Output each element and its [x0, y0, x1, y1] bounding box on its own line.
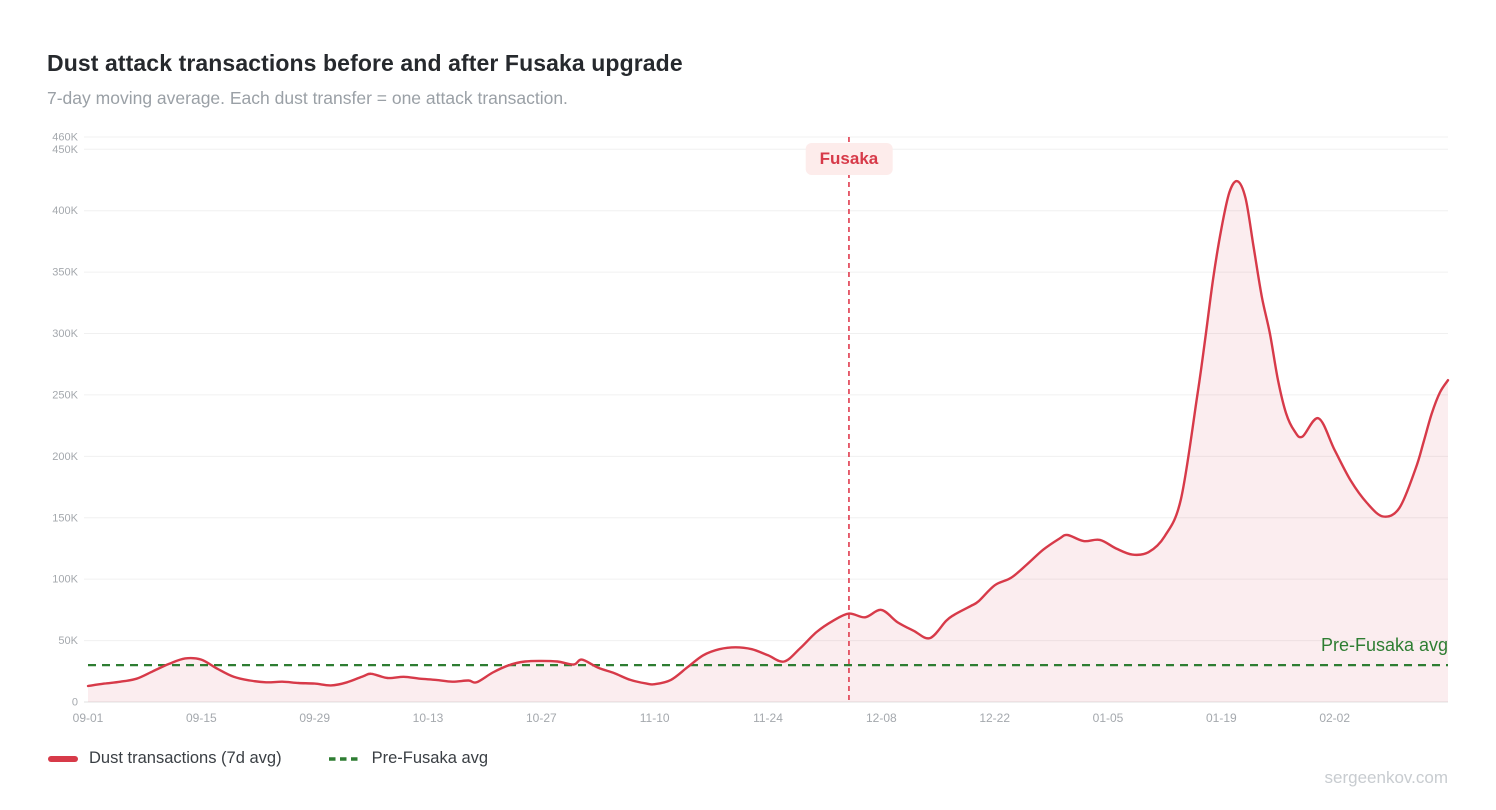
y-axis-tick-label: 250K: [52, 389, 78, 401]
x-axis-tick-label: 11-10: [640, 711, 670, 725]
red-line-swatch: [48, 755, 78, 762]
y-axis-tick-label: 350K: [52, 267, 78, 279]
legend-item-dust-transactions: Dust transactions (7d avg): [47, 749, 282, 768]
x-axis-tick-label: 12-08: [866, 711, 897, 725]
watermark: sergeenkov.com: [1324, 768, 1448, 787]
chart-header: Dust attack transactions before and afte…: [47, 50, 683, 109]
y-axis-tick-label: 0: [72, 697, 78, 709]
y-axis-tick-label: 50K: [58, 635, 78, 647]
area-chart: 0 50K 100K 150K 200K 250K 300K 350K 400K 450K460K…: [52, 132, 1450, 725]
x-axis-tick-label: 01-05: [1093, 711, 1124, 725]
x-axis-tick-label: 10-27: [526, 711, 557, 725]
y-axis-tick-label: 400K: [52, 205, 78, 217]
y-axis-tick-label: 450K: [52, 144, 78, 156]
fusaka-event-label: Fusaka: [805, 143, 893, 175]
legend: Dust transactions (7d avg) Pre-Fusaka av…: [47, 749, 488, 768]
legend-label-pre-fusaka-avg: Pre-Fusaka avg: [371, 749, 489, 767]
y-axis-tick-label: 300K: [52, 328, 78, 340]
chart-subtitle: 7-day moving average. Each dust transfer…: [47, 88, 568, 108]
x-axis-tick-label: 09-29: [299, 711, 330, 725]
dust-transactions-line: [86, 179, 1450, 688]
pre-fusaka-avg-label: Pre-Fusaka avg: [1320, 635, 1448, 656]
y-axis-tick-label: 150K: [52, 512, 78, 524]
green-dashed-swatch: [328, 756, 361, 761]
x-axis-tick-label: 11-24: [753, 711, 783, 725]
y-axis-tick-label: 200K: [52, 451, 78, 463]
x-axis-tick-label: 10-13: [413, 711, 444, 725]
legend-label-dust-transactions: Dust transactions (7d avg): [89, 749, 282, 767]
x-axis-tick-label: 09-15: [186, 711, 217, 725]
x-axis-tick-label: 12-22: [979, 711, 1010, 725]
x-axis-tick-label: 02-02: [1319, 711, 1350, 725]
y-axis-tick-label: 460K: [52, 132, 78, 144]
legend-item-pre-fusaka-avg: Pre-Fusaka avg: [328, 749, 488, 768]
y-axis-tick-label: 100K: [52, 574, 78, 586]
x-axis-tick-label: 09-01: [73, 711, 104, 725]
chart-title: Dust attack transactions before and afte…: [47, 50, 683, 76]
dust-transactions-area-fill: [88, 181, 1448, 703]
x-axis-tick-label: 01-19: [1206, 711, 1237, 725]
